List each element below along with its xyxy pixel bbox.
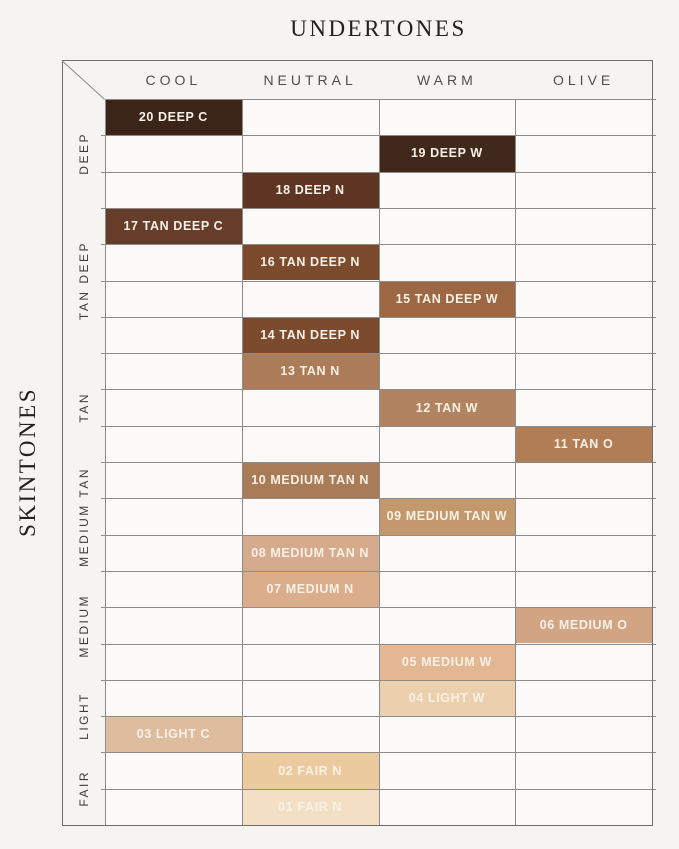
shade-cell-13-tan-n: 13 TAN N [241, 353, 379, 390]
row-group-label-text: DEEP [77, 132, 91, 175]
shade-label: 14 TAN DEEP N [260, 327, 360, 342]
row-group-label-tan-deep: TAN DEEP [63, 208, 105, 353]
shade-cell-15-tan-deep-w: 15 TAN DEEP W [378, 280, 516, 317]
shade-label: 01 FAIR N [278, 799, 342, 814]
grid-column-line [105, 99, 106, 825]
shade-cell-16-tan-deep-n: 16 TAN DEEP N [241, 244, 379, 281]
table-outer-border [62, 60, 653, 826]
row-group-label-text: MEDIUM [77, 593, 91, 658]
shade-cell-06-medium-o: 06 MEDIUM O [515, 607, 652, 644]
shade-label: 09 MEDIUM TAN W [386, 509, 508, 524]
shade-label: 15 TAN DEEP W [395, 291, 499, 306]
shade-label: 19 DEEP W [410, 146, 483, 161]
shade-cell-01-fair-n: 01 FAIR N [241, 788, 379, 825]
row-group-label-deep: DEEP [63, 99, 105, 208]
shade-label: 05 MEDIUM W [401, 654, 492, 669]
shade-label: 12 TAN W [415, 400, 478, 415]
shade-cell-18-deep-n: 18 DEEP N [241, 171, 379, 208]
shade-cell-12-tan-w: 12 TAN W [378, 389, 516, 426]
row-group-label-tan: TAN [63, 353, 105, 462]
grid-column-line [241, 99, 243, 825]
shade-cell-03-light-c: 03 LIGHT C [105, 716, 242, 753]
row-group-label-light: LIGHT [63, 680, 105, 753]
row-group-label-fair: FAIR [63, 752, 105, 825]
column-header-cool: COOL [145, 71, 202, 88]
shade-cell-11-tan-o: 11 TAN O [515, 425, 652, 462]
grid-column-line [515, 99, 517, 825]
undertones-axis-title: UNDERTONES [290, 16, 467, 41]
row-group-label-medium: MEDIUM [63, 571, 105, 680]
column-header-neutral: NEUTRAL [263, 71, 357, 88]
shade-cell-08-medium-tan-n: 08 MEDIUM TAN N [241, 534, 379, 571]
column-header-warm: WARM [416, 71, 477, 88]
shade-label: 18 DEEP N [275, 182, 345, 197]
grid-row-line [105, 99, 656, 100]
shade-label: 17 TAN DEEP C [123, 219, 224, 234]
row-group-label-text: TAN [77, 392, 91, 423]
shade-label: 02 FAIR N [278, 763, 342, 778]
shade-label: 13 TAN N [280, 364, 340, 379]
shade-cell-19-deep-w: 19 DEEP W [378, 135, 516, 172]
shade-cell-02-fair-n: 02 FAIR N [241, 752, 379, 789]
shade-label: 10 MEDIUM TAN N [251, 473, 370, 488]
grid-column-line [378, 99, 380, 825]
shade-cell-04-light-w: 04 LIGHT W [378, 679, 516, 717]
shade-cell-14-tan-deep-n: 14 TAN DEEP N [241, 316, 379, 354]
row-group-label-text: FAIR [77, 770, 91, 808]
shade-label: 16 TAN DEEP N [260, 255, 360, 270]
shade-label: 04 LIGHT W [408, 690, 485, 705]
shade-label: 11 TAN O [553, 436, 614, 451]
shade-label: 03 LIGHT C [136, 727, 211, 742]
shade-cell-05-medium-w: 05 MEDIUM W [378, 643, 516, 680]
shade-cell-20-deep-c: 20 DEEP C [105, 99, 242, 136]
shade-cell-17-tan-deep-c: 17 TAN DEEP C [105, 207, 242, 245]
shade-label: 07 MEDIUM N [266, 582, 354, 597]
shade-label: 06 MEDIUM O [539, 618, 628, 633]
skintones-axis-title: SKINTONES [8, 99, 48, 825]
row-group-label-text: MEDIUM TAN [77, 466, 91, 567]
shade-cell-10-medium-tan-n: 10 MEDIUM TAN N [241, 462, 379, 499]
shade-label: 08 MEDIUM TAN N [251, 545, 370, 560]
row-group-label-text: LIGHT [77, 692, 91, 741]
shade-label: 20 DEEP C [138, 110, 208, 125]
column-header-olive: OLIVE [553, 71, 615, 88]
row-group-label-medium-tan: MEDIUM TAN [63, 462, 105, 571]
shade-cell-09-medium-tan-w: 09 MEDIUM TAN W [378, 498, 516, 535]
row-group-label-text: TAN DEEP [77, 240, 91, 321]
shade-cell-07-medium-n: 07 MEDIUM N [241, 570, 379, 608]
skintones-axis-title-text: SKINTONES [15, 387, 40, 537]
